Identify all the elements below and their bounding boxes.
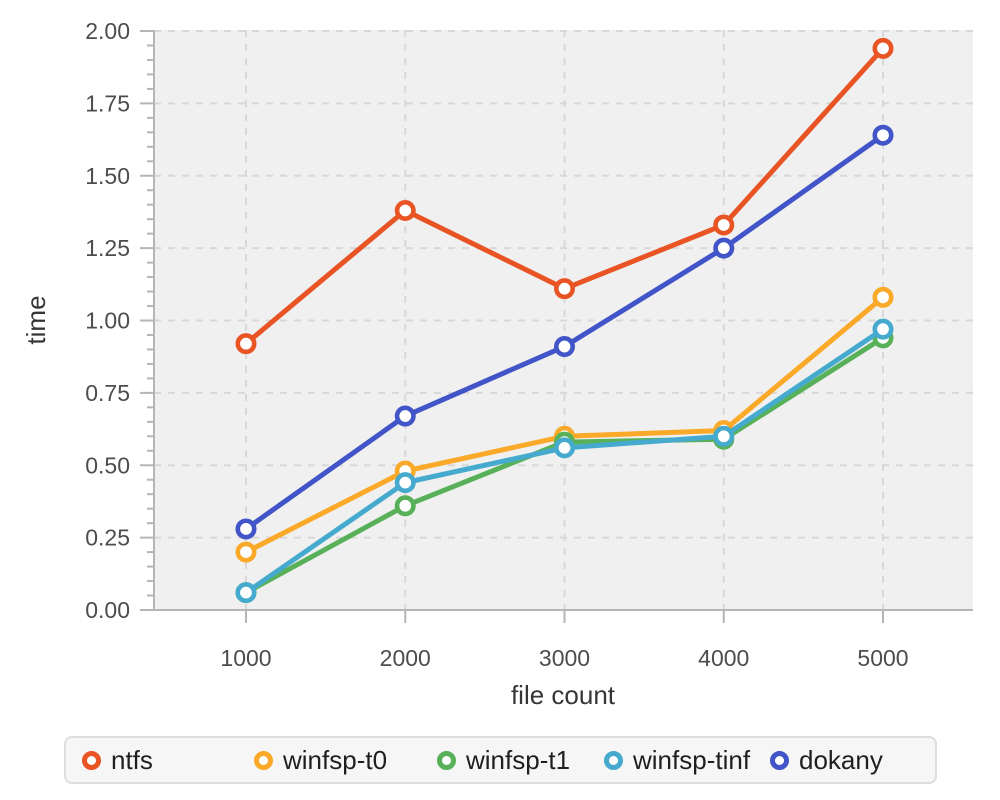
marker-winfsp-tinf-4000 <box>713 425 735 447</box>
x-tick-label: 5000 <box>857 645 908 671</box>
legend-label: ntfs <box>111 744 153 775</box>
x-tick-label: 3000 <box>539 645 590 671</box>
marker-winfsp-tinf-5000 <box>872 318 894 340</box>
marker-winfsp-tinf-2000 <box>394 472 416 494</box>
x-tick-label: 2000 <box>380 645 431 671</box>
legend-item-dokany: dokany <box>770 745 883 776</box>
y-tick-label: 1.75 <box>85 90 130 116</box>
x-tick-label: 4000 <box>698 645 749 671</box>
y-tick-label: 1.50 <box>85 163 130 189</box>
y-tick-label: 0.25 <box>85 525 130 551</box>
legend-label: winfsp-t0 <box>283 744 388 775</box>
legend-item-ntfs: ntfs <box>82 745 254 776</box>
y-tick-label: 0.50 <box>85 452 130 478</box>
marker-winfsp-tinf-3000 <box>553 437 575 459</box>
y-tick-label: 0.00 <box>85 597 130 623</box>
legend-marker-winfsp-tinf-icon <box>604 750 623 770</box>
marker-ntfs-5000 <box>872 37 894 59</box>
legend-item-winfsp-t0: winfsp-t0 <box>254 745 437 776</box>
legend-label: winfsp-tinf <box>633 744 751 775</box>
marker-dokany-4000 <box>713 237 735 259</box>
x-tick-label: 1000 <box>220 645 271 671</box>
marker-ntfs-4000 <box>713 214 735 236</box>
marker-dokany-3000 <box>553 336 575 358</box>
marker-ntfs-1000 <box>235 333 257 355</box>
legend-label: winfsp-t1 <box>466 744 571 775</box>
marker-ntfs-3000 <box>553 278 575 300</box>
y-tick-label: 2.00 <box>85 18 130 44</box>
y-tick-label: 1.25 <box>85 235 130 261</box>
y-axis-title: time <box>21 295 51 344</box>
marker-winfsp-t0-1000 <box>235 541 257 563</box>
marker-dokany-1000 <box>235 518 257 540</box>
marker-winfsp-t0-5000 <box>872 286 894 308</box>
legend-label: dokany <box>799 744 883 775</box>
y-tick-label: 0.75 <box>85 380 130 406</box>
y-tick-label: 1.00 <box>85 308 130 334</box>
legend-marker-winfsp-t0-icon <box>254 750 273 770</box>
marker-winfsp-t1-2000 <box>394 495 416 517</box>
legend-marker-winfsp-t1-icon <box>437 750 456 770</box>
plot-canvas: 0.00 0.25 0.50 0.75 1.00 1.25 1.50 1.75 2.00 1000… <box>21 18 973 710</box>
marker-winfsp-tinf-1000 <box>235 582 257 604</box>
marker-ntfs-2000 <box>394 199 416 221</box>
legend-item-winfsp-t1: winfsp-t1 <box>437 745 604 776</box>
marker-dokany-5000 <box>872 124 894 146</box>
legend-marker-ntfs-icon <box>82 750 101 770</box>
legend-item-winfsp-tinf: winfsp-tinf <box>604 745 770 776</box>
legend-marker-dokany-icon <box>770 750 789 770</box>
x-axis-title: file count <box>511 680 616 710</box>
legend: ntfs winfsp-t0 winfsp-t1 winfsp-tinf dokany <box>64 736 937 784</box>
marker-dokany-2000 <box>394 405 416 427</box>
